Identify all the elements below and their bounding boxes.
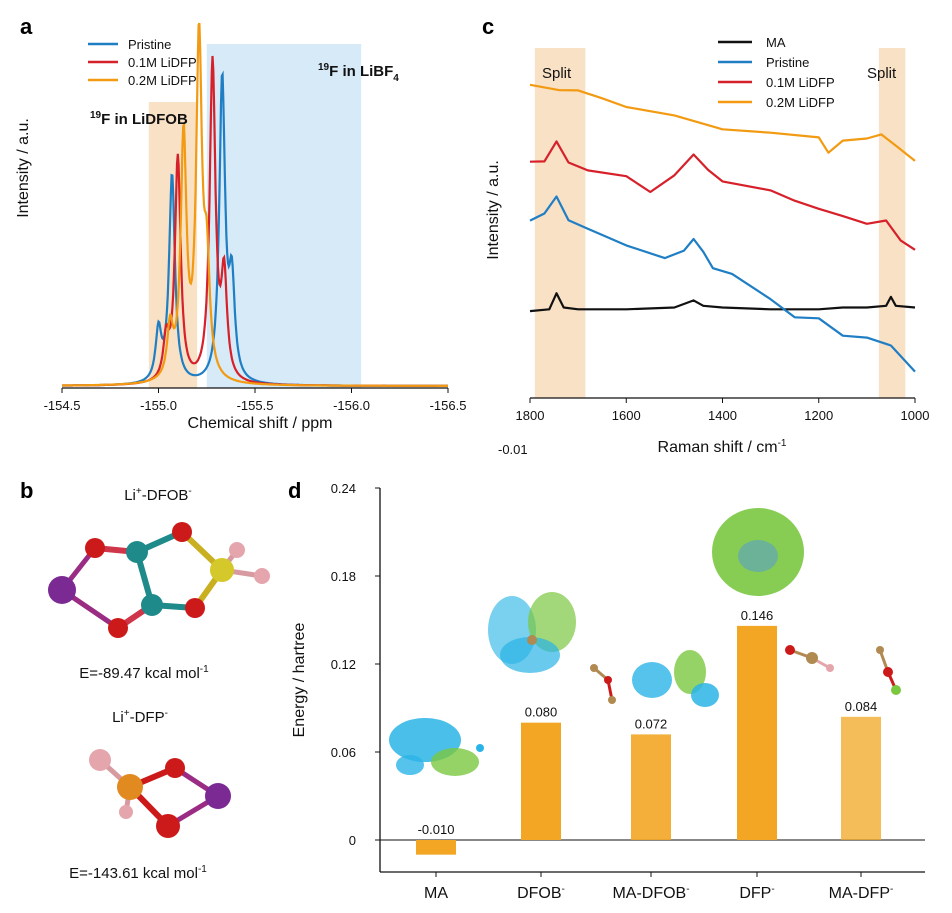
category-label: DFOB- — [517, 884, 565, 902]
x-tick-label-a: -155.5 — [237, 398, 274, 413]
orbital-ma-dfob — [632, 650, 719, 707]
atom-o — [85, 538, 105, 558]
x-tick-label-c: 1200 — [804, 408, 833, 423]
x-tick-label-a: -154.5 — [44, 398, 81, 413]
atom-c — [141, 594, 163, 616]
annotation-split-right: Split — [867, 65, 897, 82]
y-tick-label-d: 0.18 — [331, 569, 356, 584]
molecule-li-dfp — [89, 749, 231, 838]
x-axis-label-c: Raman shift / cm-1 — [658, 438, 787, 456]
orbital-dfp — [712, 508, 804, 596]
x-tick-label-c: 1600 — [612, 408, 641, 423]
x-axis-label-a: Chemical shift / ppm — [188, 415, 333, 432]
bar-value-label: -0.010 — [418, 822, 455, 837]
atom-b — [210, 558, 234, 582]
panel-label-d: d — [288, 478, 301, 503]
split-highlight-left — [534, 48, 586, 398]
annotation-lidfob: 19F in LiDFOB — [90, 110, 188, 128]
atom-o — [165, 758, 185, 778]
complex-title-dfob: Li+-DFOB- — [124, 486, 192, 504]
panel-label-c: c — [482, 14, 494, 39]
binding-energy-dfp: E=-143.61 kcal mol-1 — [69, 864, 207, 882]
category-label: DFP- — [739, 884, 774, 902]
legend-entry: MA — [766, 35, 786, 50]
x-tick-label-a: -156.5 — [430, 398, 467, 413]
x-tick-label-a: -155.0 — [140, 398, 177, 413]
orbital-ma — [389, 718, 484, 776]
category-label: MA-DFP- — [829, 884, 894, 902]
orbital-dfob — [488, 592, 576, 673]
series-line-0-2m-lidfp — [62, 22, 448, 387]
atom-f — [89, 749, 111, 771]
molecule-li-dfob — [48, 522, 270, 638]
legend-entry: 0.1M LiDFP — [766, 75, 835, 90]
series-line-0-2m-lidfp — [529, 83, 916, 162]
atom-f — [119, 805, 133, 819]
y-tick-label-d: 0 — [349, 833, 356, 848]
atom-f — [254, 568, 270, 584]
split-highlight-right — [878, 48, 906, 398]
bar-ma-dfp — [841, 716, 881, 840]
y-tick-label-d: 0.24 — [331, 481, 356, 496]
legend-entry: 0.1M LiDFP — [128, 55, 197, 70]
legend-entry: Pristine — [128, 37, 171, 52]
chart-a: -154.5 -155.0 -155.5 -156.0 -156.5 Chemical … — [15, 22, 467, 432]
bar-value-label: 0.080 — [525, 705, 558, 720]
bar-value-label: 0.072 — [635, 716, 668, 731]
atom-o — [108, 618, 128, 638]
legend-entry: Pristine — [766, 55, 809, 70]
series-line-pristine — [529, 195, 916, 373]
bar-dfob — [521, 722, 561, 840]
panel-label-a: a — [20, 14, 33, 39]
molecule-panel: Li+-DFOB- E=-89.47 kcal mol-1 — [48, 486, 270, 882]
libf4-highlight — [206, 44, 362, 388]
molecule-ma-dfob — [590, 664, 616, 704]
atom-o — [156, 814, 180, 838]
bar-ma-dfob — [631, 734, 671, 840]
atom-c — [126, 541, 148, 563]
atom-f — [229, 542, 245, 558]
molecule-dfp — [785, 645, 834, 672]
y-axis-label-d: Energy / hartree — [291, 623, 308, 738]
y-tick-label-d: 0.12 — [331, 657, 356, 672]
bar-value-label: 0.084 — [845, 699, 878, 714]
y-tick-label-d: 0.06 — [331, 745, 356, 760]
series-line-0-1m-lidfp — [529, 140, 916, 251]
binding-energy-dfob: E=-89.47 kcal mol-1 — [79, 664, 209, 682]
chart-c: 1800 1600 1400 1200 1000 -0.01 Raman shift /… — [485, 35, 929, 457]
complex-title-dfp: Li+-DFP- — [112, 708, 168, 726]
annotation-libf4: 19F in LiBF4 — [318, 62, 399, 84]
atom-li — [205, 783, 231, 809]
bar-ma — [416, 840, 456, 855]
x-tick-label-c: 1000 — [901, 408, 930, 423]
bar-value-label: 0.146 — [741, 608, 774, 623]
legend-entry: 0.2M LiDFP — [128, 73, 197, 88]
chart-d: 0 0.06 0.12 0.18 0.24 Energy / hartree — [291, 481, 925, 902]
legend-a: Pristine 0.1M LiDFP 0.2M LiDFP — [88, 37, 197, 88]
category-label: MA-DFOB- — [612, 884, 689, 902]
y-axis-label-c: Intensity / a.u. — [485, 160, 502, 260]
atom-li — [48, 576, 76, 604]
molecule-ma-dfp — [876, 646, 901, 695]
axis-extra-label: -0.01 — [498, 442, 528, 457]
y-axis-label-a: Intensity / a.u. — [15, 118, 32, 218]
atom-o — [185, 598, 205, 618]
x-tick-label-c: 1400 — [708, 408, 737, 423]
x-tick-label-a: -156.0 — [333, 398, 370, 413]
atom-o — [172, 522, 192, 542]
x-tick-label-c: 1800 — [516, 408, 545, 423]
legend-entry: 0.2M LiDFP — [766, 95, 835, 110]
atom-p — [117, 774, 143, 800]
series-line-ma — [529, 292, 916, 313]
panel-label-b: b — [20, 478, 33, 503]
category-label: MA — [424, 885, 448, 902]
bar-dfp — [737, 625, 777, 840]
annotation-split-left: Split — [542, 65, 572, 82]
legend-c: MA Pristine 0.1M LiDFP 0.2M LiDFP — [718, 35, 835, 110]
